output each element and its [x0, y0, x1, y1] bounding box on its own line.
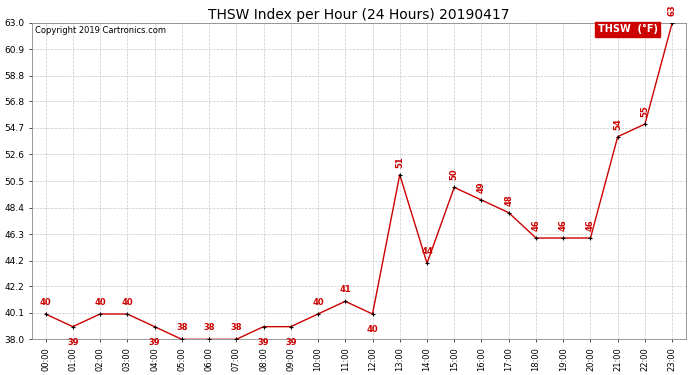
Text: 38: 38: [176, 323, 188, 332]
Text: 54: 54: [613, 118, 622, 130]
Text: 49: 49: [477, 182, 486, 193]
Text: 46: 46: [531, 219, 540, 231]
Text: 41: 41: [339, 285, 351, 294]
Text: 39: 39: [258, 338, 269, 347]
Text: 40: 40: [312, 298, 324, 307]
Title: THSW Index per Hour (24 Hours) 20190417: THSW Index per Hour (24 Hours) 20190417: [208, 8, 510, 22]
Text: 39: 39: [67, 338, 79, 347]
Text: 50: 50: [450, 169, 459, 180]
Text: 40: 40: [40, 298, 51, 307]
Text: 46: 46: [559, 219, 568, 231]
Text: 39: 39: [285, 338, 297, 347]
Text: 39: 39: [149, 338, 160, 347]
Text: 46: 46: [586, 219, 595, 231]
Text: 48: 48: [504, 194, 513, 206]
Text: THSW  (°F): THSW (°F): [598, 24, 658, 34]
Text: 38: 38: [204, 323, 215, 332]
Text: 44: 44: [421, 248, 433, 256]
Text: 51: 51: [395, 156, 404, 168]
Text: 55: 55: [640, 105, 649, 117]
Text: 40: 40: [121, 298, 133, 307]
Text: 38: 38: [230, 323, 242, 332]
Text: 40: 40: [95, 298, 106, 307]
Text: 40: 40: [366, 325, 378, 334]
Text: Copyright 2019 Cartronics.com: Copyright 2019 Cartronics.com: [35, 26, 166, 35]
Text: 63: 63: [668, 4, 677, 16]
